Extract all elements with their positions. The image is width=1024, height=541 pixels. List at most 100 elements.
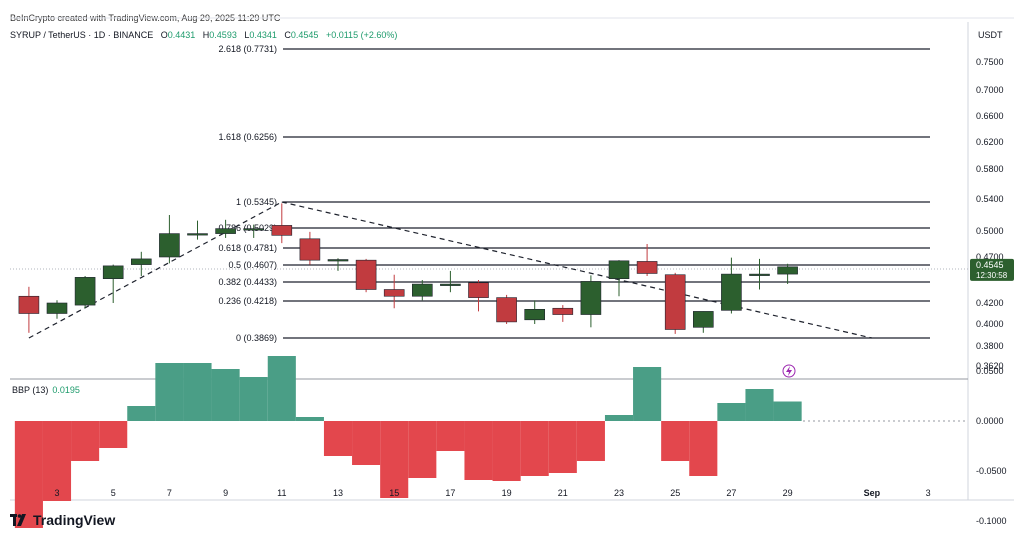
- bbp-bar[interactable]: [211, 369, 240, 421]
- trendlines[interactable]: [28, 201, 873, 339]
- candle[interactable]: [411, 280, 433, 301]
- open-value: 0.4431: [167, 30, 196, 40]
- candle[interactable]: [355, 258, 377, 293]
- candle[interactable]: [552, 305, 574, 322]
- bbp-bar[interactable]: [436, 421, 465, 451]
- candle[interactable]: [524, 300, 546, 324]
- candle[interactable]: [243, 224, 264, 238]
- price-tick-label: 0.4200: [976, 298, 1004, 308]
- bbp-bar[interactable]: [520, 421, 549, 476]
- change-value: +0.0115 (+2.60%): [325, 30, 398, 40]
- candle[interactable]: [215, 219, 236, 238]
- bbp-bar[interactable]: [717, 403, 746, 421]
- time-axis[interactable]: 3 5 7 9 11 13 15 17 19 21 23 25 27 29 Sep 3: [54, 488, 930, 498]
- bbp-bar[interactable]: [183, 363, 212, 421]
- bbp-bar[interactable]: [773, 401, 802, 422]
- bbp-bar[interactable]: [661, 421, 690, 461]
- candle-body: [46, 302, 68, 314]
- candle[interactable]: [383, 274, 405, 309]
- bbp-bar[interactable]: [295, 417, 324, 421]
- bbp-bar[interactable]: [380, 421, 409, 498]
- fib-level-label: 0.236 (0.4218): [218, 296, 277, 306]
- fib-level-label: 0.786 (0.5029): [218, 223, 277, 233]
- candle-body: [636, 261, 658, 274]
- bbp-bar[interactable]: [492, 421, 521, 481]
- price-axis[interactable]: 0.7500 0.7000 0.6600 0.6200 0.5800 0.5400 0.50…: [970, 57, 1014, 371]
- bbp-bar[interactable]: [42, 421, 72, 501]
- fib-level-label: 0.618 (0.4781): [218, 243, 277, 253]
- bbp-bar[interactable]: [14, 421, 43, 528]
- fib-retracement[interactable]: 2.618 (0.7731) 1.618 (0.6256) 1 (0.5345) 0.…: [218, 44, 930, 343]
- bbp-bar[interactable]: [633, 367, 662, 421]
- last-price-value: 0.4545: [976, 260, 1004, 270]
- candle[interactable]: [580, 275, 602, 328]
- symbol-info: SYRUP / TetherUS · 1D · BINANCE O0.4431 …: [10, 30, 397, 40]
- currency-label[interactable]: USDT: [978, 30, 1003, 40]
- candle-body: [355, 259, 377, 290]
- bbp-bar[interactable]: [745, 389, 774, 421]
- candle[interactable]: [18, 286, 40, 333]
- bbp-tick-label: 0.0500: [976, 366, 1004, 376]
- price-tick-label: 0.3800: [976, 341, 1004, 351]
- candle[interactable]: [608, 260, 630, 297]
- bbp-bar[interactable]: [71, 421, 100, 461]
- bbp-bar[interactable]: [408, 421, 437, 478]
- bbp-bar[interactable]: [548, 421, 577, 473]
- bbp-bar[interactable]: [155, 363, 184, 421]
- candle[interactable]: [271, 203, 293, 244]
- lightning-icon[interactable]: [782, 364, 796, 378]
- bbp-bar[interactable]: [604, 415, 634, 421]
- candle[interactable]: [777, 263, 798, 284]
- trendline[interactable]: [281, 201, 873, 339]
- candle[interactable]: [664, 272, 686, 334]
- bbp-bar[interactable]: [267, 356, 296, 421]
- candle[interactable]: [468, 280, 489, 312]
- time-tick-label: 21: [558, 488, 568, 498]
- bbp-tick-label: 0.0000: [976, 416, 1004, 426]
- candle[interactable]: [721, 257, 742, 314]
- candle[interactable]: [692, 311, 714, 333]
- bbp-bar[interactable]: [323, 421, 353, 456]
- candle[interactable]: [131, 251, 152, 276]
- bbp-bar[interactable]: [689, 421, 718, 476]
- bbp-legend[interactable]: BBP (13) 0.0195: [12, 385, 80, 395]
- candle[interactable]: [496, 294, 517, 324]
- candle[interactable]: [46, 300, 68, 319]
- candle[interactable]: [74, 276, 96, 309]
- time-tick-label: 9: [223, 488, 228, 498]
- candle[interactable]: [102, 264, 124, 303]
- fib-level-label: 0 (0.3869): [236, 333, 277, 343]
- bbp-bar[interactable]: [352, 421, 381, 465]
- symbol-name[interactable]: SYRUP / TetherUS · 1D · BINANCE: [10, 30, 154, 40]
- candle[interactable]: [159, 215, 180, 264]
- candle[interactable]: [187, 220, 208, 240]
- last-price-tag[interactable]: [970, 258, 1014, 281]
- candle-body: [18, 295, 40, 314]
- bbp-bar[interactable]: [99, 421, 128, 448]
- bbp-name: BBP (13): [12, 385, 49, 395]
- candle-body: [159, 233, 180, 258]
- open-label: O: [160, 30, 168, 40]
- candle[interactable]: [327, 258, 349, 271]
- close-label: C: [284, 30, 291, 40]
- time-tick-label: 25: [670, 488, 680, 498]
- bbp-bar[interactable]: [239, 377, 268, 421]
- fib-level-label: 1.618 (0.6256): [218, 132, 277, 142]
- time-tick-label: 11: [277, 488, 286, 498]
- candle[interactable]: [636, 244, 658, 276]
- low-label: L: [244, 30, 250, 40]
- candle-body: [383, 289, 405, 297]
- candle[interactable]: [299, 231, 321, 265]
- bbp-bar[interactable]: [464, 421, 493, 480]
- trendline[interactable]: [28, 201, 283, 339]
- candle[interactable]: [749, 258, 770, 290]
- bbp-bar[interactable]: [576, 421, 605, 461]
- tradingview-logo: TradingView: [10, 512, 115, 528]
- time-tick-label: 7: [167, 488, 172, 498]
- candle-body: [608, 260, 630, 279]
- candle[interactable]: [440, 270, 461, 293]
- candle-body: [411, 283, 433, 297]
- lightning-icon-glyph: [786, 366, 792, 376]
- bbp-bar[interactable]: [127, 406, 156, 421]
